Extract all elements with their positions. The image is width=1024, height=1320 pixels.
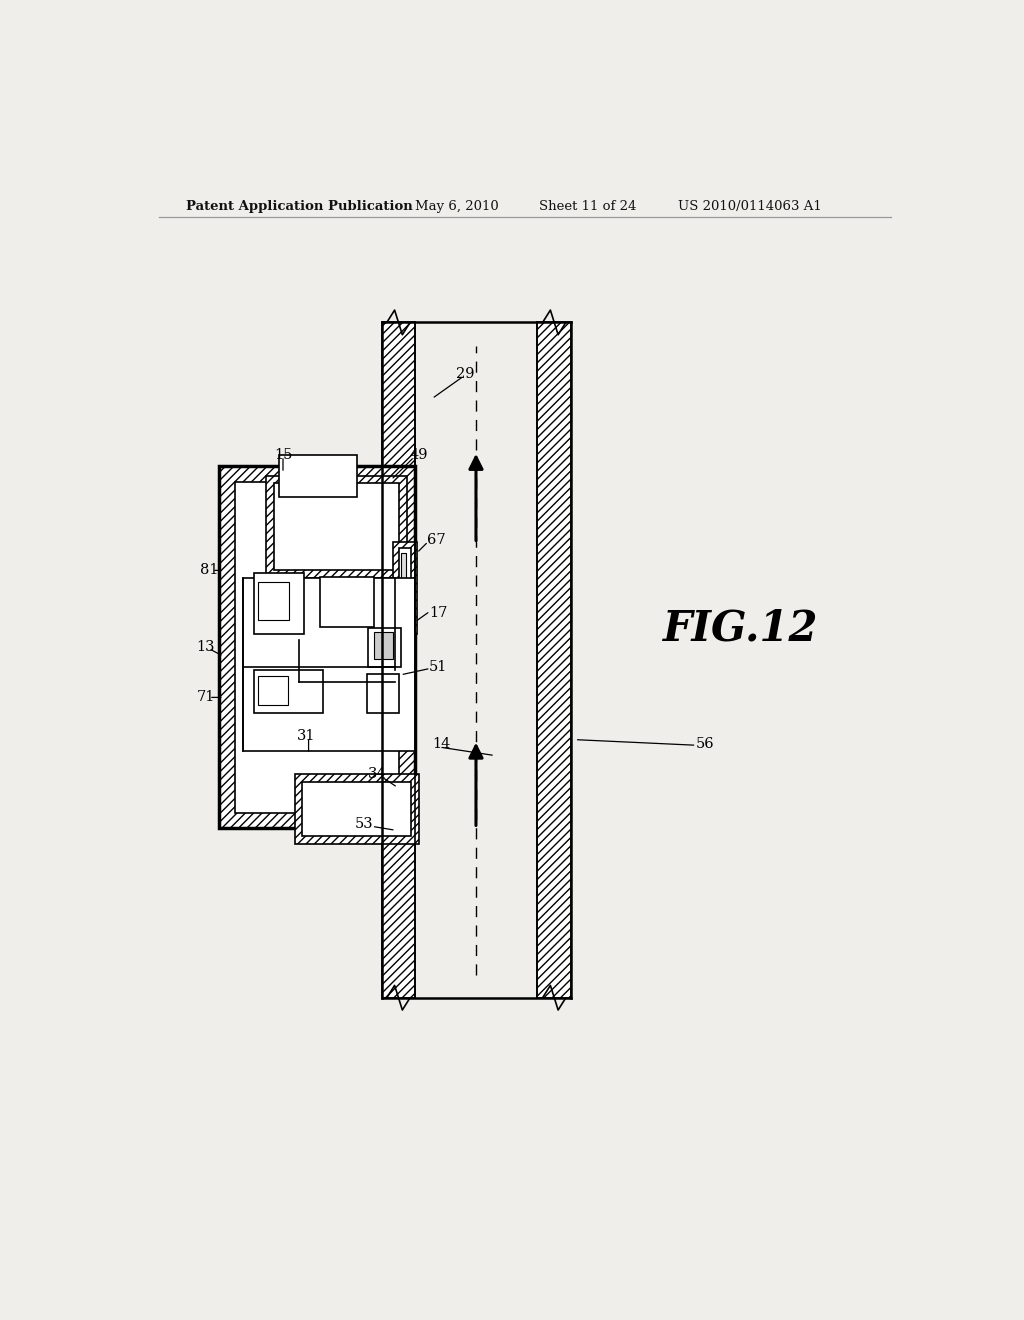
Text: 34: 34 bbox=[369, 767, 387, 781]
Bar bbox=[258, 582, 289, 620]
Bar bbox=[367, 675, 399, 713]
Bar bbox=[393, 541, 417, 635]
Text: 81: 81 bbox=[200, 564, 219, 577]
Bar bbox=[369, 628, 400, 667]
Bar bbox=[258, 676, 288, 705]
Bar bbox=[321, 577, 375, 627]
Text: 17: 17 bbox=[429, 606, 447, 619]
Text: Patent Application Publication: Patent Application Publication bbox=[186, 199, 413, 213]
Text: 14: 14 bbox=[433, 737, 451, 751]
Text: 29: 29 bbox=[456, 367, 474, 381]
Bar bbox=[295, 775, 419, 843]
Bar bbox=[254, 573, 304, 635]
Bar bbox=[254, 671, 324, 713]
Text: 71: 71 bbox=[197, 690, 215, 705]
Text: 13: 13 bbox=[197, 640, 215, 655]
Text: FIG.12: FIG.12 bbox=[663, 607, 818, 649]
Bar bbox=[273, 483, 399, 570]
Text: 31: 31 bbox=[297, 729, 315, 743]
Text: 67: 67 bbox=[427, 532, 445, 546]
Text: 15: 15 bbox=[273, 447, 292, 462]
Text: May 6, 2010: May 6, 2010 bbox=[415, 199, 499, 213]
Bar bbox=[266, 475, 407, 578]
Text: 51: 51 bbox=[429, 660, 447, 673]
Bar bbox=[400, 553, 407, 627]
Text: US 2010/0114063 A1: US 2010/0114063 A1 bbox=[678, 199, 822, 213]
Text: 56: 56 bbox=[696, 737, 715, 751]
Text: Sheet 11 of 24: Sheet 11 of 24 bbox=[539, 199, 636, 213]
Bar bbox=[538, 322, 571, 998]
Bar bbox=[243, 578, 415, 751]
Bar bbox=[302, 781, 411, 836]
Bar bbox=[382, 322, 415, 998]
Bar bbox=[280, 455, 356, 498]
Bar bbox=[219, 466, 415, 829]
Bar bbox=[375, 632, 393, 659]
Text: 49: 49 bbox=[410, 447, 428, 462]
Bar bbox=[399, 548, 411, 628]
Text: 53: 53 bbox=[355, 817, 374, 832]
Bar bbox=[234, 482, 399, 813]
